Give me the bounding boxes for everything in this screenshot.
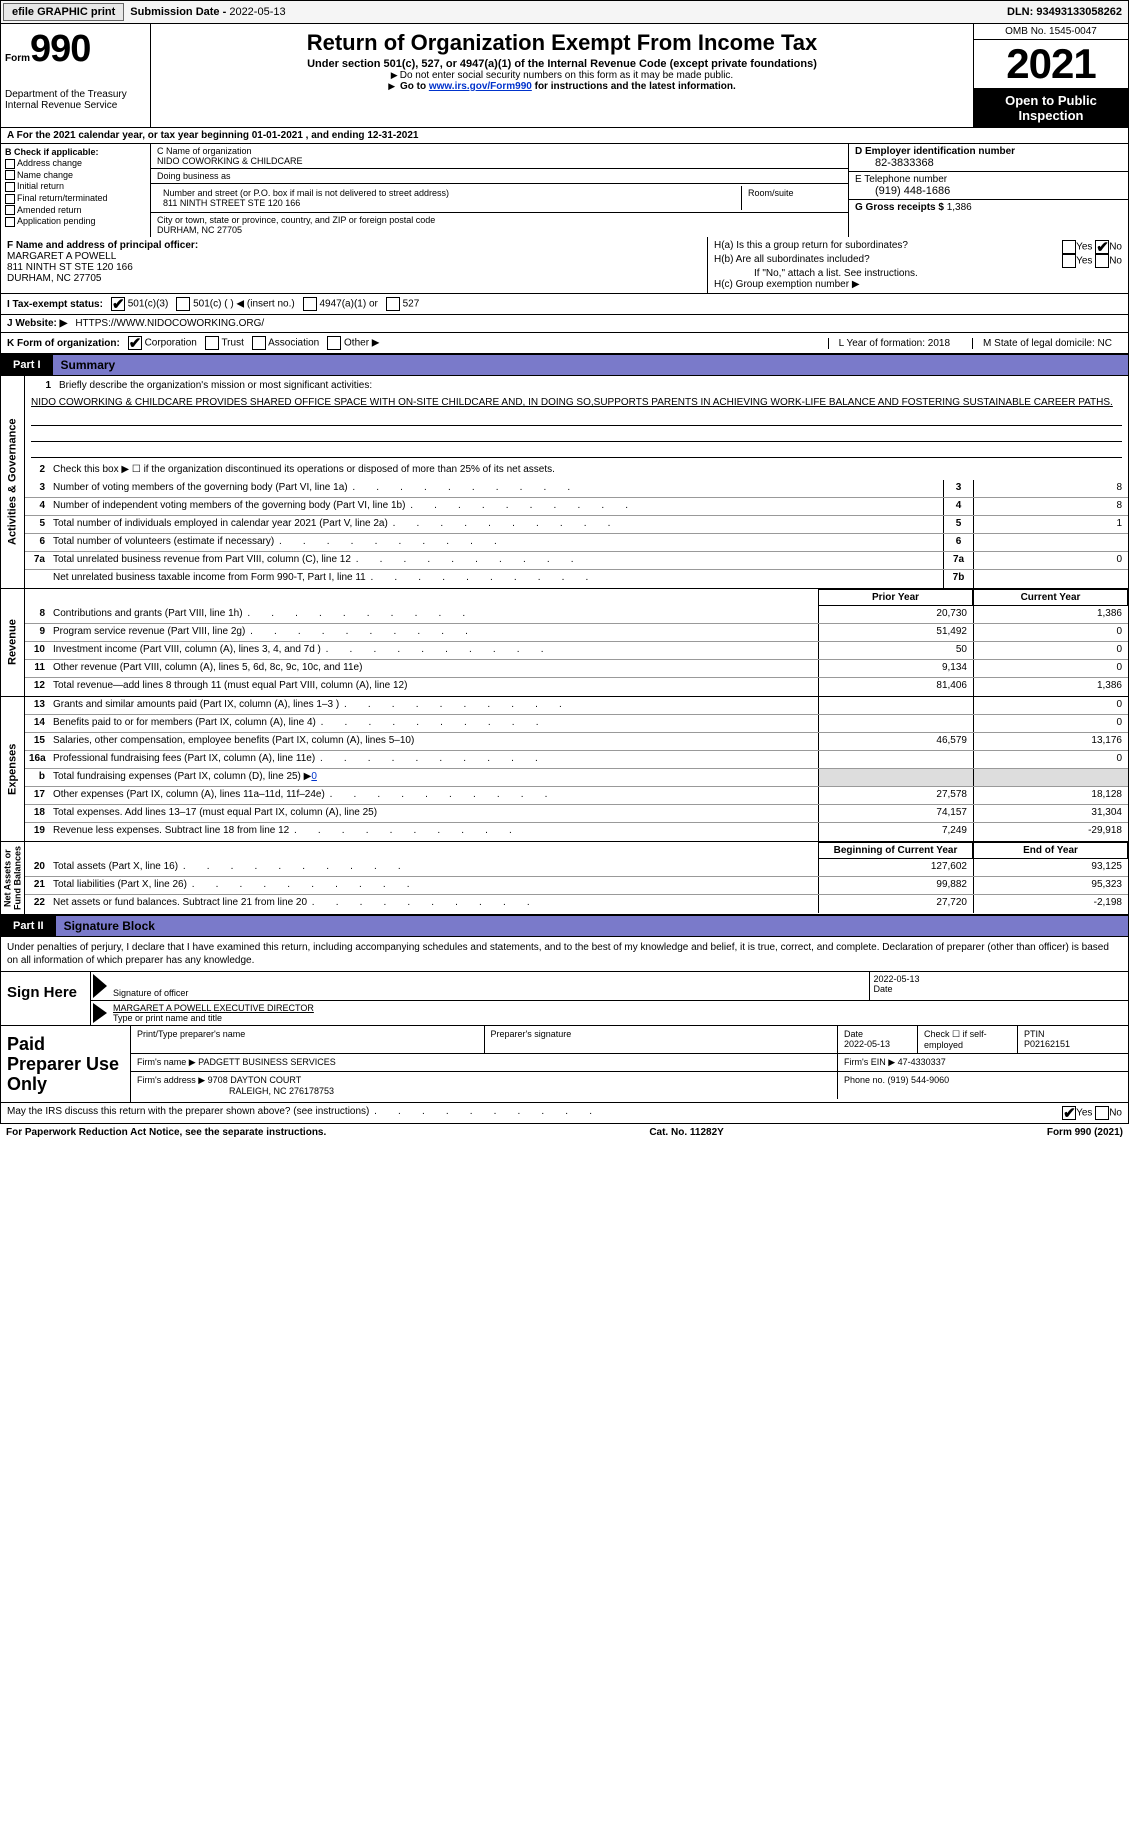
submission-label: Submission Date - 2022-05-13: [126, 6, 289, 18]
chk-other[interactable]: [327, 336, 341, 350]
ein-cell: D Employer identification number 82-3833…: [849, 144, 1128, 172]
paperwork-notice: For Paperwork Reduction Act Notice, see …: [6, 1127, 326, 1138]
tel-cell: E Telephone number (919) 448-1686: [849, 172, 1128, 200]
gov-label: Activities & Governance: [1, 376, 25, 588]
website-url: HTTPS://WWW.NIDOCOWORKING.ORG/: [75, 318, 264, 329]
row-a-period: A For the 2021 calendar year, or tax yea…: [0, 128, 1129, 144]
sign-here-block: Sign Here Signature of officer 2022-05-1…: [0, 972, 1129, 1026]
gross-cell: G Gross receipts $ 1,386: [849, 200, 1128, 215]
form-header: Form990 Department of the Treasury Inter…: [0, 24, 1129, 128]
row-i-tax-status: I Tax-exempt status: 501(c)(3) 501(c) ( …: [0, 294, 1129, 315]
privacy-note: Do not enter social security numbers on …: [159, 70, 965, 81]
form-ref: Form 990 (2021): [1047, 1127, 1123, 1138]
net-label: Net Assets or Fund Balances: [1, 842, 25, 914]
section-revenue: Revenue Prior YearCurrent Year 8Contribu…: [0, 589, 1129, 697]
arrow-icon: [93, 974, 107, 998]
row-j-website: J Website: ▶ HTTPS://WWW.NIDOCOWORKING.O…: [0, 315, 1129, 333]
form-title: Return of Organization Exempt From Incom…: [159, 30, 965, 56]
header-left: Form990 Department of the Treasury Inter…: [1, 24, 151, 127]
chk-discuss-yes[interactable]: [1062, 1106, 1076, 1120]
efile-print-button[interactable]: efile GRAPHIC print: [3, 3, 124, 21]
section-netassets: Net Assets or Fund Balances Beginning of…: [0, 842, 1129, 915]
chk-address[interactable]: Address change: [5, 158, 146, 169]
signature-declaration: Under penalties of perjury, I declare th…: [0, 937, 1129, 972]
chk-501c3[interactable]: [111, 297, 125, 311]
org-name-cell: C Name of organization NIDO COWORKING & …: [151, 144, 848, 169]
rev-label: Revenue: [1, 589, 25, 696]
city-cell: City or town, state or province, country…: [151, 213, 848, 237]
dba-cell: Doing business as: [151, 169, 848, 184]
block-bcd: B Check if applicable: Address change Na…: [0, 144, 1129, 237]
chk-final[interactable]: Final return/terminated: [5, 193, 146, 204]
sign-here-label: Sign Here: [1, 972, 91, 1025]
addr-cell: Number and street (or P.O. box if mail i…: [151, 184, 848, 213]
chk-trust[interactable]: [205, 336, 219, 350]
irs-discuss-row: May the IRS discuss this return with the…: [0, 1103, 1129, 1124]
box-b-title: B Check if applicable:: [5, 147, 99, 157]
section-governance: Activities & Governance 1Briefly describ…: [0, 376, 1129, 589]
chk-4947[interactable]: [303, 297, 317, 311]
omb-number: OMB No. 1545-0047: [974, 24, 1128, 40]
state-domicile: M State of legal domicile: NC: [972, 338, 1122, 349]
chk-discuss-no[interactable]: [1095, 1106, 1109, 1120]
row-k-org-form: K Form of organization: Corporation Trus…: [0, 333, 1129, 354]
block-fh: F Name and address of principal officer:…: [0, 237, 1129, 294]
form-subtitle: Under section 501(c), 527, or 4947(a)(1)…: [159, 58, 965, 70]
chk-501c[interactable]: [176, 297, 190, 311]
tax-year: 2021: [974, 40, 1128, 89]
chk-name[interactable]: Name change: [5, 170, 146, 181]
box-f: F Name and address of principal officer:…: [1, 237, 708, 293]
year-formation: L Year of formation: 2018: [828, 338, 960, 349]
chk-corp[interactable]: [128, 336, 142, 350]
chk-initial[interactable]: Initial return: [5, 181, 146, 192]
instructions-link-row: Go to www.irs.gov/Form990 for instructio…: [159, 81, 965, 92]
box-d: D Employer identification number 82-3833…: [848, 144, 1128, 237]
chk-amended[interactable]: Amended return: [5, 205, 146, 216]
open-to-public: Open to Public Inspection: [974, 89, 1128, 127]
paid-preparer-block: Paid Preparer Use Only Print/Type prepar…: [0, 1026, 1129, 1103]
part2-header: Part II Signature Block: [0, 915, 1129, 937]
chk-pending[interactable]: Application pending: [5, 216, 146, 227]
chk-assoc[interactable]: [252, 336, 266, 350]
exp-label: Expenses: [1, 697, 25, 841]
chk-527[interactable]: [386, 297, 400, 311]
arrow-icon: [93, 1003, 107, 1023]
form-number: 990: [30, 28, 90, 70]
header-right: OMB No. 1545-0047 2021 Open to Public In…: [973, 24, 1128, 127]
part1-header: Part I Summary: [0, 354, 1129, 376]
irs-link[interactable]: www.irs.gov/Form990: [429, 81, 532, 92]
dln: DLN: 93493133058262: [1007, 6, 1128, 18]
paid-preparer-label: Paid Preparer Use Only: [1, 1026, 131, 1102]
footer: For Paperwork Reduction Act Notice, see …: [0, 1124, 1129, 1141]
header-middle: Return of Organization Exempt From Incom…: [151, 24, 973, 127]
cat-no: Cat. No. 11282Y: [649, 1127, 723, 1138]
box-h: H(a) Is this a group return for subordin…: [708, 237, 1128, 293]
form-word: Form: [5, 53, 30, 64]
mission-text: NIDO COWORKING & CHILDCARE PROVIDES SHAR…: [31, 396, 1122, 410]
box-b: B Check if applicable: Address change Na…: [1, 144, 151, 237]
dept-label: Department of the Treasury Internal Reve…: [5, 89, 146, 111]
box-c: C Name of organization NIDO COWORKING & …: [151, 144, 848, 237]
section-expenses: Expenses 13Grants and similar amounts pa…: [0, 697, 1129, 842]
top-bar: efile GRAPHIC print Submission Date - 20…: [0, 0, 1129, 24]
